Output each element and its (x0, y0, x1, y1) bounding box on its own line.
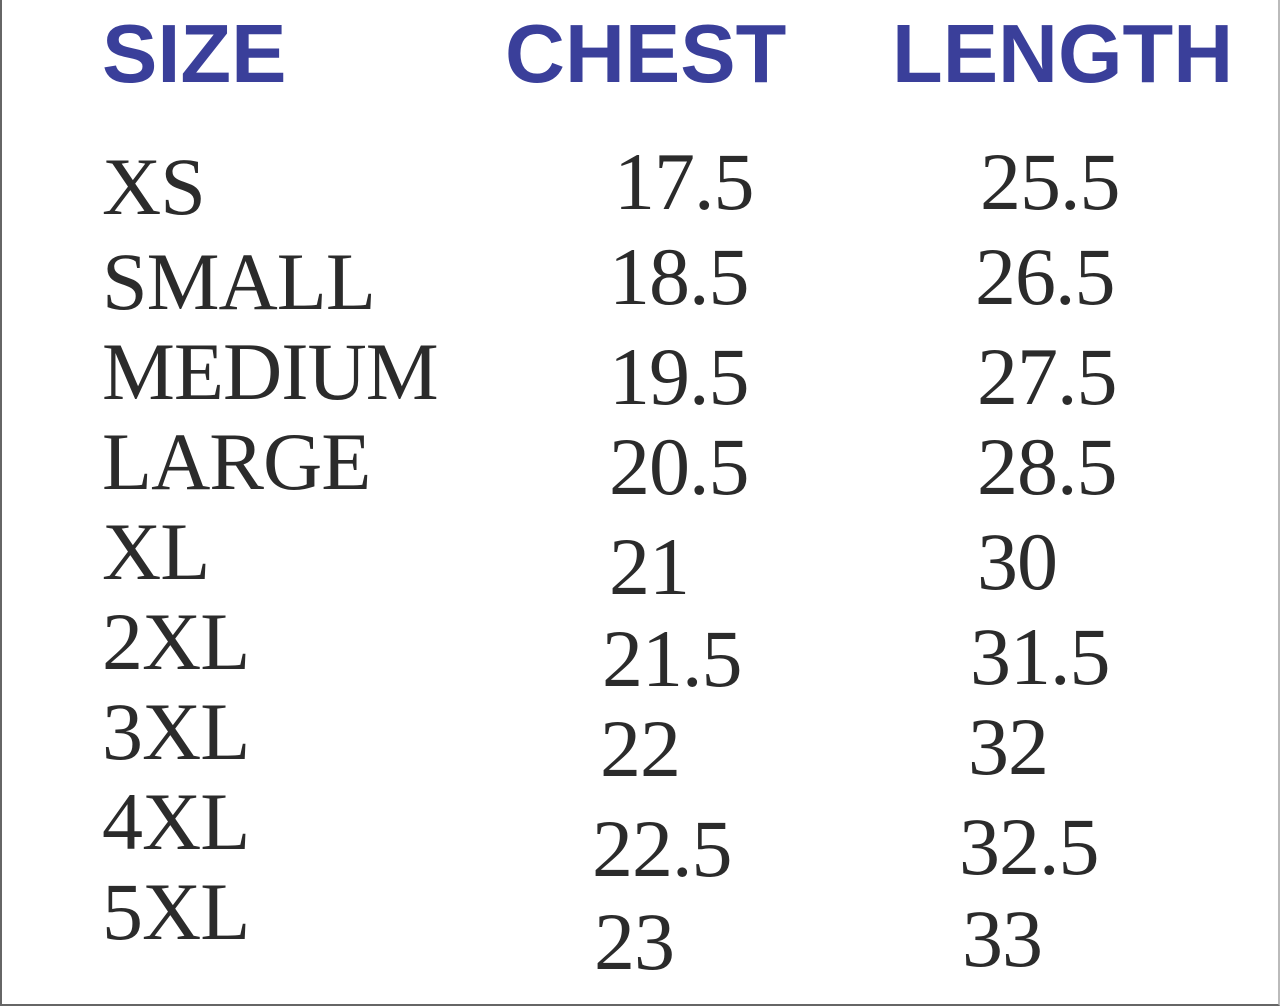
chest-cell: 21 (609, 521, 690, 612)
length-cell: 32 (968, 701, 1049, 792)
chest-cell: 21.5 (602, 613, 742, 704)
header-size: SIZE (102, 7, 287, 100)
length-cell: 28.5 (977, 421, 1117, 512)
length-cell: 31.5 (970, 611, 1110, 702)
length-cell: 27.5 (977, 331, 1117, 422)
length-cell: 32.5 (959, 801, 1099, 892)
size-cell: 5XL (102, 866, 250, 957)
chest-cell: 20.5 (609, 421, 749, 512)
size-cell: 3XL (102, 686, 250, 777)
length-cell: 30 (977, 516, 1058, 607)
size-cell: 4XL (102, 776, 250, 867)
size-cell: XS (102, 141, 206, 232)
header-length: LENGTH (892, 7, 1234, 100)
chest-cell: 19.5 (609, 331, 749, 422)
chest-cell: 18.5 (609, 231, 749, 322)
size-cell: MEDIUM (102, 326, 439, 417)
chest-cell: 22.5 (592, 803, 732, 894)
length-cell: 26.5 (975, 231, 1115, 322)
chest-cell: 17.5 (614, 136, 754, 227)
size-cell: LARGE (102, 416, 371, 507)
length-cell: 33 (962, 893, 1043, 984)
length-cell: 25.5 (980, 136, 1120, 227)
size-cell: 2XL (102, 596, 250, 687)
size-cell: XL (102, 506, 210, 597)
header-chest: CHEST (505, 7, 787, 100)
chest-cell: 23 (594, 896, 675, 987)
chest-cell: 22 (600, 703, 681, 794)
size-cell: SMALL (102, 236, 376, 327)
